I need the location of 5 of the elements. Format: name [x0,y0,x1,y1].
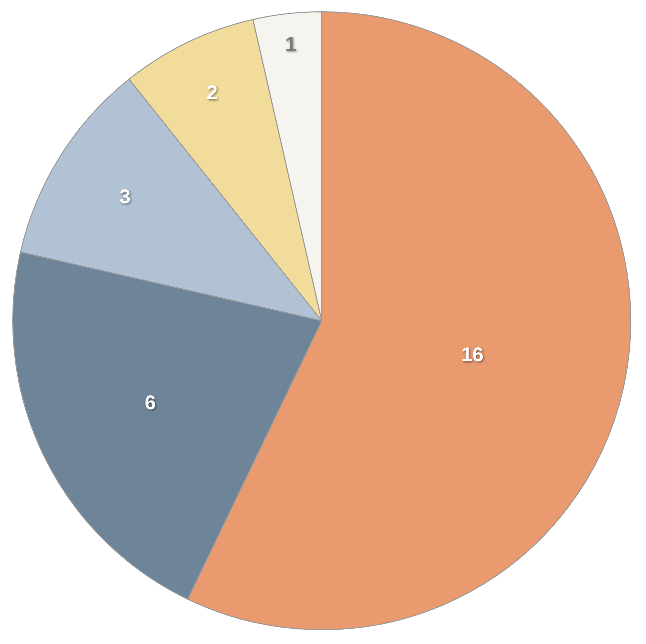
data-label: 6 [144,392,156,415]
data-label: 1 [285,34,296,56]
data-label: 3 [120,186,131,208]
data-label: 16 [462,344,484,366]
data-label: 2 [206,82,218,104]
